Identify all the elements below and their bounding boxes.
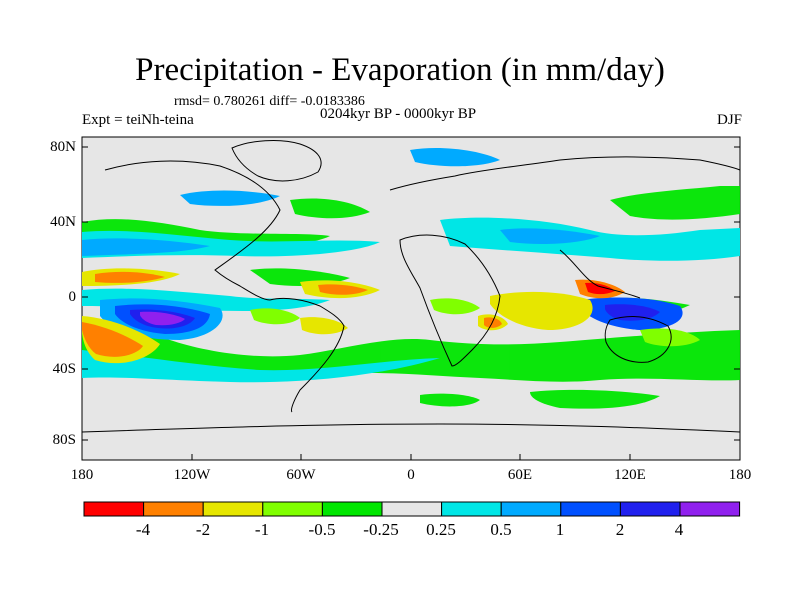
- colorbar-label: 1: [555, 520, 565, 539]
- lon-label-120e: 120E: [614, 467, 646, 483]
- period-label: 0204kyr BP - 0000kyr BP: [320, 106, 477, 122]
- colorbar-box: [381, 501, 443, 517]
- colorbar: [83, 501, 741, 517]
- colorbar-box: [441, 501, 502, 517]
- lat-label-80n: 80N: [50, 139, 76, 155]
- colorbar-box: [500, 501, 562, 517]
- lat-label-80s: 80S: [52, 432, 76, 448]
- stats-text: rmsd= 0.780261 diff= -0.0183386: [174, 94, 365, 109]
- colorbar-box: [321, 501, 383, 517]
- lon-label-180w: 180: [70, 467, 94, 483]
- lon-label-0: 0: [407, 467, 415, 483]
- colorbar-label: -4: [135, 520, 151, 539]
- experiment-label: Expt = teiNh-teina: [82, 112, 194, 128]
- axis-ticks: [81, 146, 741, 460]
- lat-label-40n: 40N: [50, 214, 76, 230]
- season-label: DJF: [716, 112, 742, 128]
- colorbar-box: [560, 501, 621, 517]
- colorbar-label: 0.25: [426, 520, 456, 539]
- colorbar-box: [83, 501, 145, 517]
- colorbar-box: [202, 501, 264, 517]
- plot-title: Precipitation - Evaporation (in mm/day): [135, 52, 665, 88]
- colorbar-label: -1: [254, 520, 270, 539]
- colorbar-label: 4: [674, 520, 684, 539]
- lon-label-180e: 180: [728, 467, 752, 483]
- colorbar-box: [619, 501, 681, 517]
- colorbar-box: [143, 501, 204, 517]
- lat-label-0: 0: [68, 289, 77, 305]
- lat-label-40s: 40S: [52, 361, 76, 377]
- colorbar-label: 0.5: [490, 520, 512, 539]
- colorbar-box: [679, 501, 741, 517]
- colorbar-label: -2: [195, 520, 211, 539]
- lon-label-60e: 60E: [507, 467, 533, 483]
- colorbar-box: [262, 501, 323, 517]
- lon-label-120w: 120W: [173, 467, 211, 483]
- colorbar-label: 2: [615, 520, 625, 539]
- colorbar-label: -0.25: [363, 520, 399, 539]
- field-shading: [82, 148, 740, 409]
- lon-label-60w: 60W: [286, 467, 316, 483]
- colorbar-label: -0.5: [308, 520, 336, 539]
- coastlines: [81, 140, 741, 433]
